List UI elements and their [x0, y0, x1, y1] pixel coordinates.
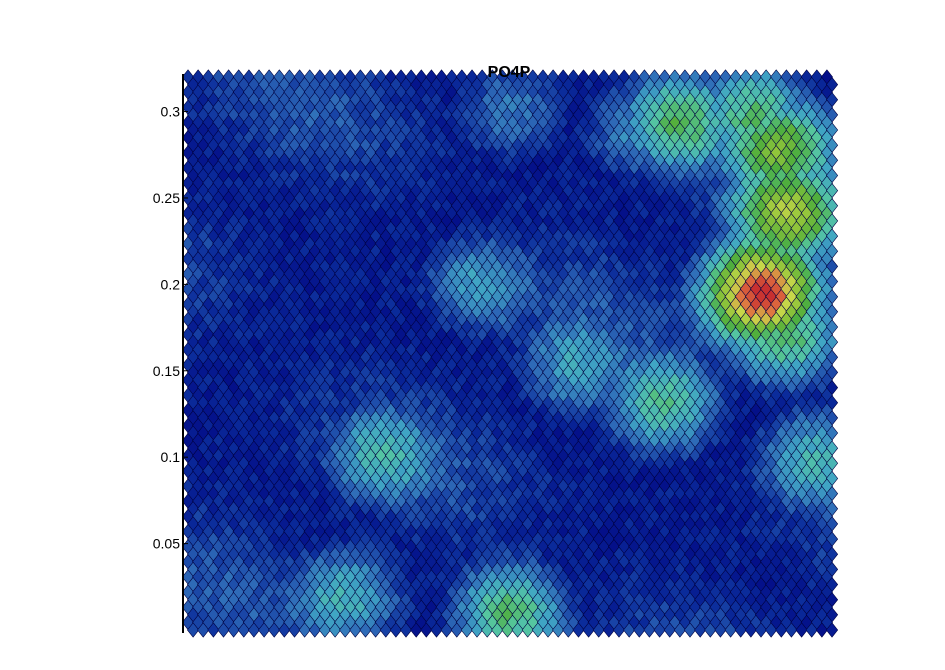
y-tick-label: 0.3	[161, 104, 181, 120]
y-tick-label: 0.05	[153, 536, 180, 552]
y-tick-label: 0.15	[153, 363, 180, 379]
y-tick-label: 0.2	[161, 276, 181, 292]
y-tick-label: 0.25	[153, 190, 180, 206]
chart-title: PO4P	[488, 64, 531, 81]
hexagon-cell-grid	[181, 69, 839, 638]
y-tick-label: 0.1	[161, 449, 181, 465]
